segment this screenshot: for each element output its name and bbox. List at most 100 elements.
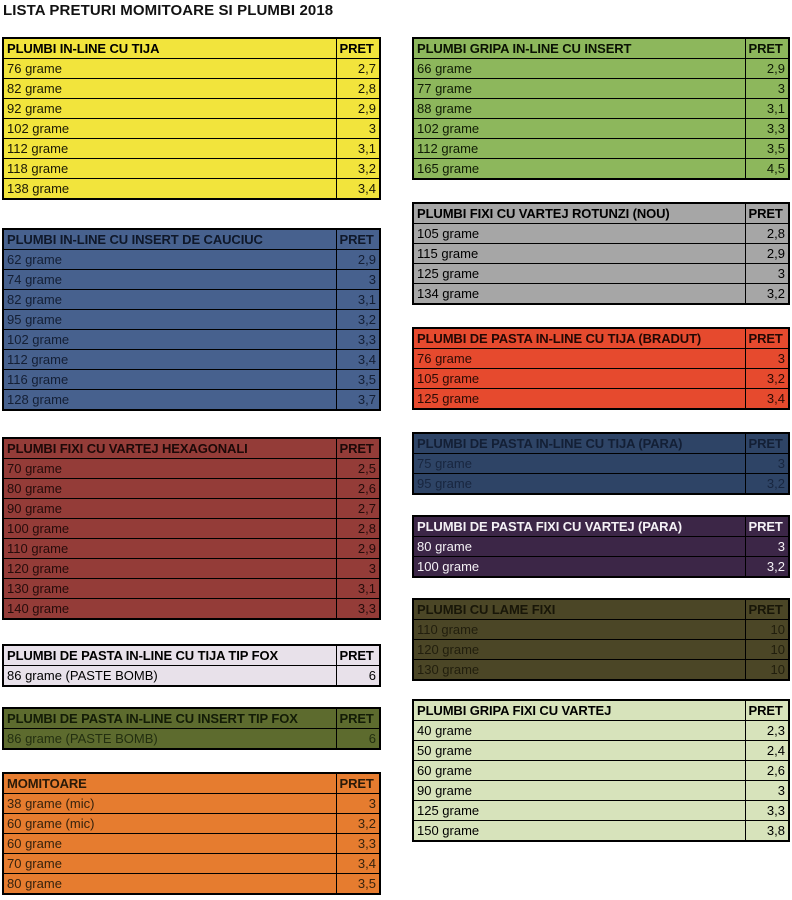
table-row: 60 grame 2,6 xyxy=(412,760,790,781)
right-column: PLUMBI GRIPA IN-LINE CU INSERT PRET 66 gra… xyxy=(412,37,790,895)
price-cell: 3,5 xyxy=(335,873,381,895)
item-cell: 130 grame xyxy=(412,659,746,681)
price-cell: 3,2 xyxy=(744,368,790,389)
table-row: 112 grame 3,1 xyxy=(2,138,381,159)
price-cell: 3,4 xyxy=(744,388,790,410)
price-cell: 2,6 xyxy=(744,760,790,781)
table-row: 112 grame 3,4 xyxy=(2,349,381,370)
price-cell: 3,2 xyxy=(744,556,790,578)
table-header-row: PLUMBI DE PASTA FIXI CU VARTEJ (PARA) PRE… xyxy=(412,515,790,537)
price-cell: 3 xyxy=(335,269,381,290)
item-cell: 95 grame xyxy=(412,473,746,495)
table-row: 66 grame 2,9 xyxy=(412,58,790,79)
price-cell: 6 xyxy=(335,665,381,687)
price-cell: 3,2 xyxy=(335,813,381,834)
price-column-header: PRET xyxy=(335,772,381,794)
table-row: 110 grame 2,9 xyxy=(2,538,381,559)
table-row: 120 grame 3 xyxy=(2,558,381,579)
item-cell: 125 grame xyxy=(412,800,746,821)
price-cell: 2,9 xyxy=(744,58,790,79)
price-cell: 2,8 xyxy=(335,518,381,539)
table-row: 90 grame 3 xyxy=(412,780,790,801)
price-cell: 3 xyxy=(744,453,790,474)
item-cell: 102 grame xyxy=(2,329,337,350)
table-row: 60 grame 3,3 xyxy=(2,833,381,854)
table-header-row: PLUMBI FIXI CU VARTEJ HEXAGONALI PRET xyxy=(2,437,381,459)
item-cell: 60 grame xyxy=(2,833,337,854)
item-cell: 70 grame xyxy=(2,853,337,874)
price-table-plumbi-gripa-in-line-cu-insert: PLUMBI GRIPA IN-LINE CU INSERT PRET 66 gra… xyxy=(412,37,790,180)
item-cell: 92 grame xyxy=(2,98,337,119)
table-header-row: PLUMBI IN-LINE CU INSERT DE CAUCIUC PRET xyxy=(2,228,381,250)
price-column-header: PRET xyxy=(744,202,790,224)
item-cell: 60 grame (mic) xyxy=(2,813,337,834)
price-cell: 3,1 xyxy=(744,98,790,119)
item-cell: 80 grame xyxy=(2,478,337,499)
item-cell: 120 grame xyxy=(2,558,337,579)
table-header-row: PLUMBI CU LAME FIXI PRET xyxy=(412,598,790,620)
item-cell: 165 grame xyxy=(412,158,746,180)
price-cell: 3 xyxy=(744,536,790,557)
price-cell: 3,8 xyxy=(744,820,790,842)
table-row: 50 grame 2,4 xyxy=(412,740,790,761)
price-table-plumbi-de-pasta-in-line-cu-tija-para: PLUMBI DE PASTA IN-LINE CU TIJA (PARA) PR… xyxy=(412,432,790,495)
price-column-header: PRET xyxy=(744,598,790,620)
item-cell: 112 grame xyxy=(412,138,746,159)
table-row: 165 grame 4,5 xyxy=(412,158,790,180)
price-cell: 2,9 xyxy=(744,243,790,264)
table-header-row: PLUMBI DE PASTA IN-LINE CU TIJA TIP FOX P… xyxy=(2,644,381,666)
price-cell: 3,5 xyxy=(335,369,381,390)
table-row: 100 grame 3,2 xyxy=(412,556,790,578)
table-row: 100 grame 2,8 xyxy=(2,518,381,539)
price-column-header: PRET xyxy=(744,515,790,537)
item-cell: 128 grame xyxy=(2,389,337,411)
item-cell: 38 grame (mic) xyxy=(2,793,337,814)
item-cell: 76 grame xyxy=(2,58,337,79)
price-cell: 3 xyxy=(335,118,381,139)
price-column-header: PRET xyxy=(335,228,381,250)
item-cell: 66 grame xyxy=(412,58,746,79)
price-column-header: PRET xyxy=(335,644,381,666)
table-row: 102 grame 3,3 xyxy=(2,329,381,350)
item-cell: 76 grame xyxy=(412,348,746,369)
item-cell: 134 grame xyxy=(412,283,746,305)
price-cell: 3 xyxy=(744,348,790,369)
price-cell: 2,9 xyxy=(335,249,381,270)
left-column: PLUMBI IN-LINE CU TIJA PRET 76 grame 2,7 82 … xyxy=(2,37,381,895)
table-row: 102 grame 3,3 xyxy=(412,118,790,139)
table-row: 105 grame 2,8 xyxy=(412,223,790,244)
item-cell: 82 grame xyxy=(2,78,337,99)
table-title: PLUMBI IN-LINE CU TIJA xyxy=(2,37,337,59)
price-table-plumbi-cu-lame-fixi: PLUMBI CU LAME FIXI PRET 110 grame 10 120 gr… xyxy=(412,598,790,681)
item-cell: 125 grame xyxy=(412,388,746,410)
item-cell: 150 grame xyxy=(412,820,746,842)
table-row: 138 grame 3,4 xyxy=(2,178,381,200)
price-cell: 2,7 xyxy=(335,58,381,79)
price-cell: 3,3 xyxy=(335,329,381,350)
table-row: 38 grame (mic) 3 xyxy=(2,793,381,814)
price-column-header: PRET xyxy=(335,707,381,729)
item-cell: 105 grame xyxy=(412,368,746,389)
price-cell: 4,5 xyxy=(744,158,790,180)
table-row: 125 grame 3,4 xyxy=(412,388,790,410)
table-header-row: PLUMBI IN-LINE CU TIJA PRET xyxy=(2,37,381,59)
table-header-row: PLUMBI DE PASTA IN-LINE CU TIJA (PARA) PR… xyxy=(412,432,790,454)
item-cell: 112 grame xyxy=(2,138,337,159)
price-cell: 3 xyxy=(744,263,790,284)
table-row: 80 grame 2,6 xyxy=(2,478,381,499)
table-header-row: PLUMBI FIXI CU VARTEJ ROTUNZI (NOU) PRET xyxy=(412,202,790,224)
price-column-header: PRET xyxy=(335,437,381,459)
table-row: 125 grame 3 xyxy=(412,263,790,284)
item-cell: 100 grame xyxy=(412,556,746,578)
item-cell: 86 grame (PASTE BOMB) xyxy=(2,728,337,750)
price-table-plumbi-de-pasta-in-line-cu-tija-tip-fox: PLUMBI DE PASTA IN-LINE CU TIJA TIP FOX P… xyxy=(2,644,381,687)
item-cell: 50 grame xyxy=(412,740,746,761)
price-cell: 2,9 xyxy=(335,98,381,119)
price-cell: 3,4 xyxy=(335,349,381,370)
price-column-header: PRET xyxy=(335,37,381,59)
price-table-momitoare: MOMITOARE PRET 38 grame (mic) 3 60 grame (mi… xyxy=(2,772,381,895)
price-cell: 3,1 xyxy=(335,289,381,310)
price-column-header: PRET xyxy=(744,699,790,721)
price-table-plumbi-fixi-cu-vartej-hexagonali: PLUMBI FIXI CU VARTEJ HEXAGONALI PRET 70 g… xyxy=(2,437,381,620)
